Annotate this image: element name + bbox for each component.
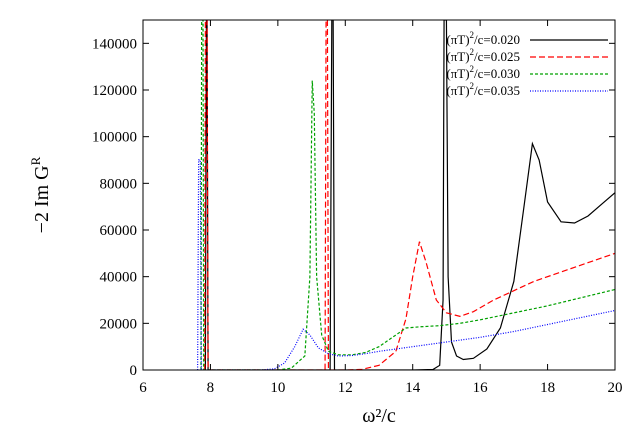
series-layer bbox=[197, 20, 615, 370]
y-axis-label: −2 Im GR bbox=[28, 156, 53, 233]
legend-label-0: (πT)2/c=0.020 bbox=[446, 30, 520, 47]
legend-label-1: (πT)2/c=0.025 bbox=[446, 47, 520, 64]
y-tick-label-4: 80000 bbox=[100, 176, 138, 192]
legend: (πT)2/c=0.020(πT)2/c=0.025(πT)2/c=0.030(… bbox=[446, 30, 608, 98]
series-line-3 bbox=[197, 159, 615, 370]
y-tick-label-7: 140000 bbox=[92, 36, 137, 52]
x-axis-label: ω²/c bbox=[362, 405, 396, 427]
y-tick-label-2: 40000 bbox=[100, 270, 138, 286]
y-axis-label-base: −2 Im G bbox=[31, 165, 53, 233]
x-tick-label-4: 14 bbox=[405, 380, 421, 396]
x-tick-label-1: 8 bbox=[207, 380, 215, 396]
y-tick-label-1: 20000 bbox=[100, 316, 138, 332]
legend-label-2: (πT)2/c=0.030 bbox=[446, 64, 520, 81]
x-tick-label-3: 12 bbox=[338, 380, 353, 396]
x-tick-label-7: 20 bbox=[608, 380, 623, 396]
y-tick-label-6: 120000 bbox=[92, 83, 137, 99]
y-tick-label-0: 0 bbox=[130, 363, 138, 379]
plot-frame bbox=[142, 19, 616, 371]
series-line-2 bbox=[200, 20, 615, 370]
y-tick-label-3: 60000 bbox=[100, 223, 138, 239]
x-tick-label-5: 16 bbox=[473, 380, 489, 396]
legend-label-3: (πT)2/c=0.035 bbox=[446, 81, 520, 98]
x-tick-label-2: 10 bbox=[270, 380, 285, 396]
y-axis-label-sup: R bbox=[28, 156, 43, 165]
x-tick-label-6: 18 bbox=[540, 380, 555, 396]
series-line-1 bbox=[204, 20, 615, 370]
x-tick-label-0: 6 bbox=[139, 380, 147, 396]
ticks-layer: 6 8 10 12 14 16 18 20 0 20000 40000 60000 80000 10000… bbox=[92, 20, 623, 396]
y-tick-label-5: 100000 bbox=[92, 130, 137, 146]
series-line-0 bbox=[204, 20, 615, 370]
